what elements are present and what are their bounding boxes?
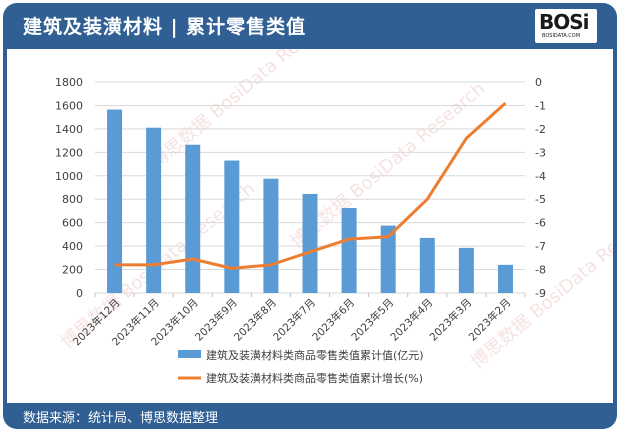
left-axis-tick: 800 — [62, 193, 83, 206]
chart-card: 建筑及装潢材料 | 累计零售类值 BOSi BOSIDATA.COM 博思数据 … — [3, 0, 622, 429]
left-axis-tick: 0 — [76, 287, 83, 300]
left-axis-tick: 1800 — [55, 76, 83, 89]
logo-subtext: BOSIDATA.COM — [542, 33, 581, 39]
bar-2023年8月 — [263, 178, 279, 293]
left-axis-tick: 200 — [62, 264, 83, 277]
bar-2023年12月 — [107, 109, 123, 293]
growth-line — [114, 101, 507, 270]
bar-2023年7月 — [302, 193, 318, 293]
bar-2023年5月 — [380, 225, 396, 293]
header-bar: 建筑及装潢材料 | 累计零售类值 BOSi BOSIDATA.COM — [3, 3, 617, 49]
right-axis-tick: -5 — [535, 193, 546, 206]
left-axis-tick: 1600 — [55, 99, 83, 112]
logo-text: BOSi — [539, 10, 590, 34]
left-axis-tick: 1000 — [55, 170, 83, 183]
legend-bar-swatch — [178, 350, 201, 358]
right-axis-tick: -2 — [535, 123, 546, 136]
right-axis-tick: -6 — [535, 217, 546, 230]
right-axis-tick: -4 — [535, 170, 546, 183]
bar-2023年9月 — [224, 160, 240, 293]
bar-2023年2月 — [497, 264, 513, 293]
right-axis-tick: -9 — [535, 287, 546, 300]
legend-line-label: 建筑及装潢材料类商品零售类值累计增长(%) — [206, 371, 423, 385]
right-axis-tick: -1 — [535, 99, 546, 112]
bosi-logo: BOSi BOSIDATA.COM — [535, 9, 597, 43]
legend-bar-label: 建筑及装潢材料类商品零售类值累计值(亿元) — [206, 348, 424, 362]
bar-2023年3月 — [458, 247, 474, 293]
left-axis-tick: 600 — [62, 217, 83, 230]
right-axis-tick: -8 — [535, 264, 546, 277]
source-note: 数据来源：统计局、博思数据整理 — [23, 411, 219, 426]
right-axis-tick: -3 — [535, 146, 546, 159]
bar-2023年10月 — [185, 144, 201, 293]
left-axis-tick: 400 — [62, 240, 83, 253]
bar-2023年6月 — [341, 208, 357, 293]
watermark: 博思数据 BosiData Research — [147, 49, 350, 173]
page-title: 建筑及装潢材料 | 累计零售类值 — [23, 16, 307, 38]
footer-bar: 数据来源：统计局、博思数据整理 — [3, 403, 617, 429]
bar-2023年4月 — [419, 237, 435, 293]
right-axis-tick: 0 — [535, 76, 542, 89]
right-axis-tick: -7 — [535, 240, 546, 253]
left-axis-tick: 1400 — [55, 123, 83, 136]
bar-2023年11月 — [146, 127, 162, 293]
left-axis-tick: 1200 — [55, 146, 83, 159]
